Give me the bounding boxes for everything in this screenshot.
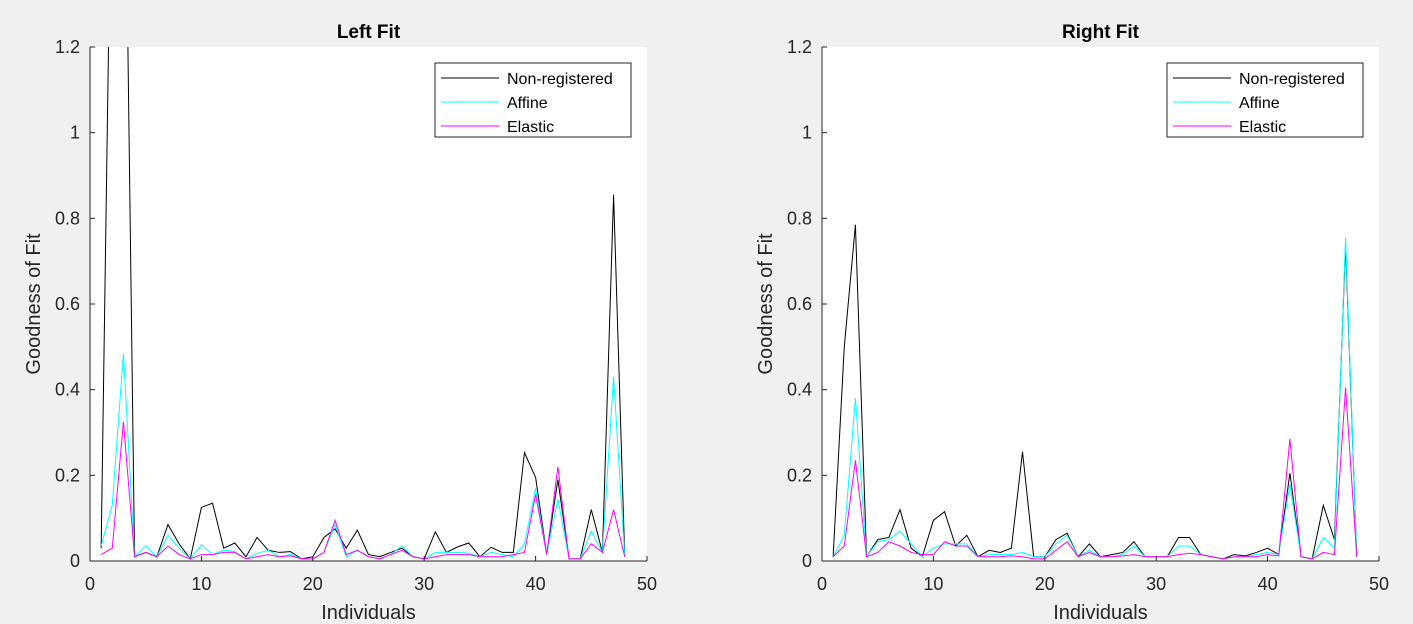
chart-1-series-elastic	[832, 387, 1358, 560]
chart-0-x-tick-label: 0	[85, 574, 95, 594]
chart-0-legend-label-elastic: Elastic	[507, 119, 554, 136]
chart-1-title: Right Fit	[1062, 22, 1140, 43]
chart-1-legend: Non-registered Affine Elastic	[1166, 62, 1364, 138]
chart-0-series-elastic	[100, 421, 626, 560]
chart-1-x-tick-label: 0	[817, 574, 827, 594]
chart-1-y-tick-label: 0.6	[787, 294, 812, 314]
chart-0-y-tick-label: 0.6	[55, 294, 80, 314]
chart-0-legend-box	[434, 62, 632, 138]
chart-1-legend-label-elastic: Elastic	[1239, 119, 1286, 136]
chart-0-y-axis-label: Goodness of Fit	[23, 233, 45, 375]
chart-1-y-tick-label: 0.8	[787, 208, 812, 228]
chart-0-x-tick-label: 40	[526, 574, 546, 594]
chart-0-x-tick-label: 20	[303, 574, 323, 594]
chart-0-x-axis-label: Individuals	[321, 602, 416, 624]
chart-1-legend-box	[1166, 62, 1364, 138]
chart-0-y-tick-label: 0.2	[55, 465, 80, 485]
chart-0-legend: Non-registered Affine Elastic	[434, 62, 632, 138]
chart-1-y-axis-label: Goodness of Fit	[755, 233, 777, 375]
chart-1-x-axis-label: Individuals	[1053, 602, 1148, 624]
chart-1-x-tick-label: 40	[1258, 574, 1278, 594]
chart-0-y-tick-label: 1.2	[55, 37, 80, 57]
chart-0-legend-label-affine: Affine	[507, 95, 548, 112]
right-fit-plot: 0 10 20 30 40 50 0 0.2 0.4 0.6 0.8 1 1.2 Right Fit Ind…	[755, 22, 1389, 624]
chart-0-y-tick-label: 1	[70, 123, 80, 143]
chart-0-legend-label-non-registered: Non-registered	[507, 71, 613, 88]
chart-0-x-tick-label: 50	[637, 574, 657, 594]
chart-1-x-tick-label: 50	[1369, 574, 1389, 594]
chart-0-y-tick-label: 0	[70, 551, 80, 571]
chart-1-y-tick-label: 0.2	[787, 465, 812, 485]
chart-1-x-tick-label: 30	[1146, 574, 1166, 594]
left-fit-plot: 0 10 20 30 40 50 0 0.2 0.4 0.6 0.8 1 1.2 Left Fit Indi…	[23, 22, 657, 624]
chart-1-y-tick-label: 1.2	[787, 37, 812, 57]
chart-1-x-tick-label: 10	[923, 574, 943, 594]
chart-0-y-tick-label: 0.8	[55, 208, 80, 228]
chart-0-x-tick-label: 10	[191, 574, 211, 594]
chart-1-y-tick-label: 0.4	[787, 380, 812, 400]
chart-0-x-tick-label: 30	[414, 574, 434, 594]
chart-1-legend-label-affine: Affine	[1239, 95, 1280, 112]
chart-0-title: Left Fit	[337, 22, 401, 43]
chart-1-legend-label-non-registered: Non-registered	[1239, 71, 1345, 88]
chart-0-y-tick-label: 0.4	[55, 380, 80, 400]
chart-1-x-tick-label: 20	[1035, 574, 1055, 594]
chart-0-series-non-registered	[100, 47, 626, 561]
chart-1-y-tick-label: 1	[802, 123, 812, 143]
chart-1-y-tick-label: 0	[802, 551, 812, 571]
